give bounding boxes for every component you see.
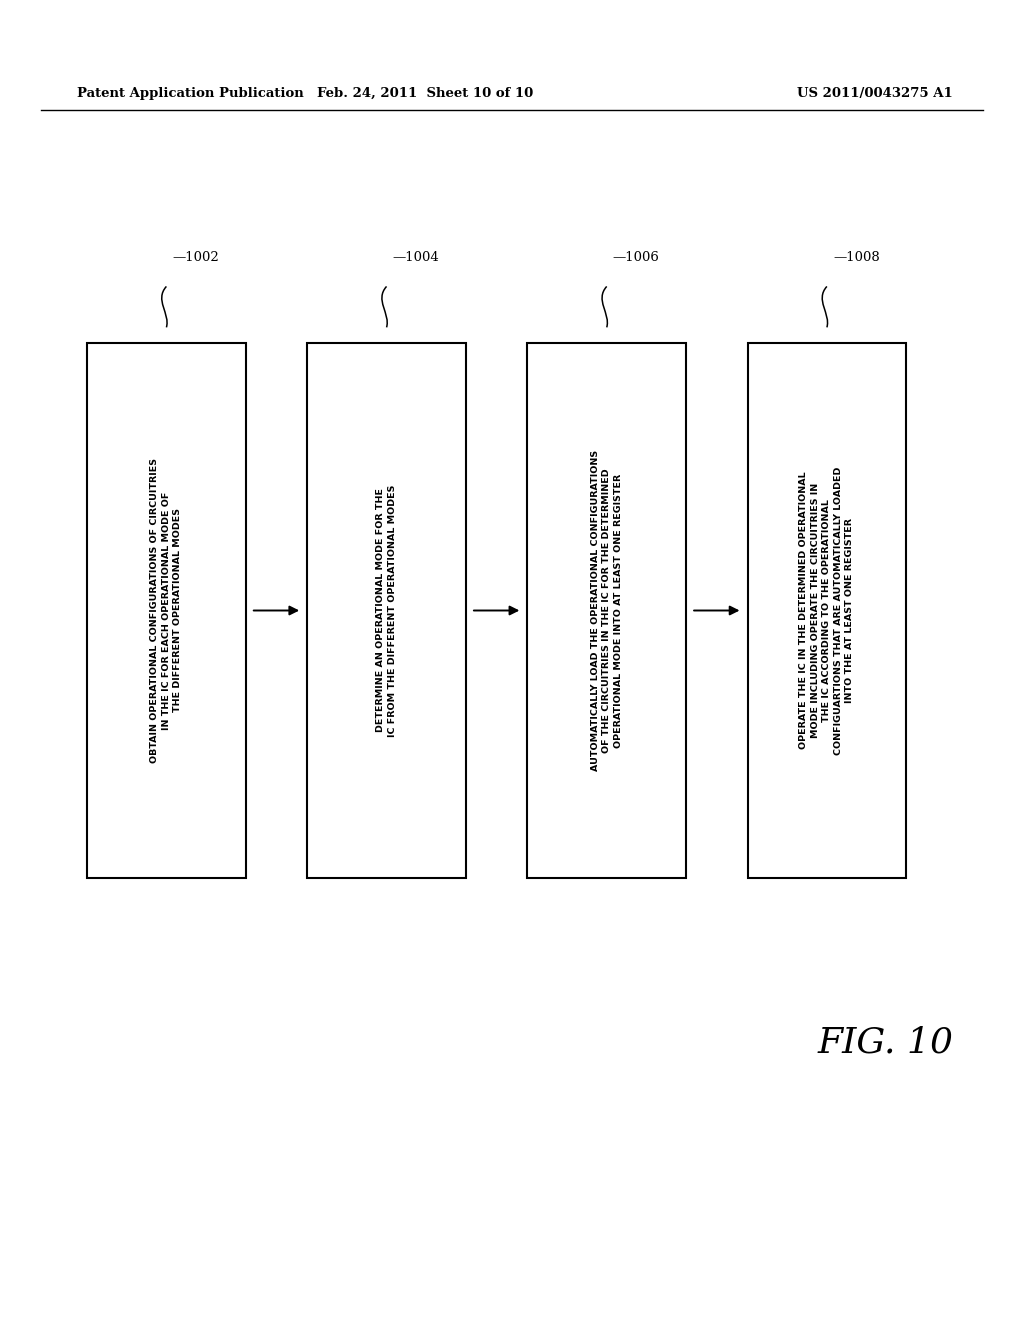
Text: —1008: —1008 [834,251,880,264]
Text: OPERATE THE IC IN THE DETERMINED OPERATIONAL
MODE INCLUDING OPERATE THE CIRCUITR: OPERATE THE IC IN THE DETERMINED OPERATI… [800,466,854,755]
Text: OBTAIN OPERATIONAL CONFIGURATIONS OF CIRCUITRIES
IN THE IC FOR EACH OPERATIONAL : OBTAIN OPERATIONAL CONFIGURATIONS OF CIR… [151,458,182,763]
Text: US 2011/0043275 A1: US 2011/0043275 A1 [797,87,952,100]
Text: Feb. 24, 2011  Sheet 10 of 10: Feb. 24, 2011 Sheet 10 of 10 [316,87,534,100]
Text: —1006: —1006 [612,251,659,264]
Text: Patent Application Publication: Patent Application Publication [77,87,303,100]
Bar [307,343,466,878]
Bar [748,343,906,878]
Text: DETERMINE AN OPERATIONAL MODE FOR THE
IC FROM THE DIFFERENT OPERATIONAL MODES: DETERMINE AN OPERATIONAL MODE FOR THE IC… [377,484,396,737]
Text: AUTOMATICALLY LOAD THE OPERATIONAL CONFIGURATIONS
OF THE CIRCUITRIES IN THE IC F: AUTOMATICALLY LOAD THE OPERATIONAL CONFI… [591,450,623,771]
Bar [527,343,686,878]
Text: —1002: —1002 [172,251,219,264]
Bar [87,343,246,878]
Text: —1004: —1004 [393,251,439,264]
Text: FIG. 10: FIG. 10 [818,1026,953,1060]
